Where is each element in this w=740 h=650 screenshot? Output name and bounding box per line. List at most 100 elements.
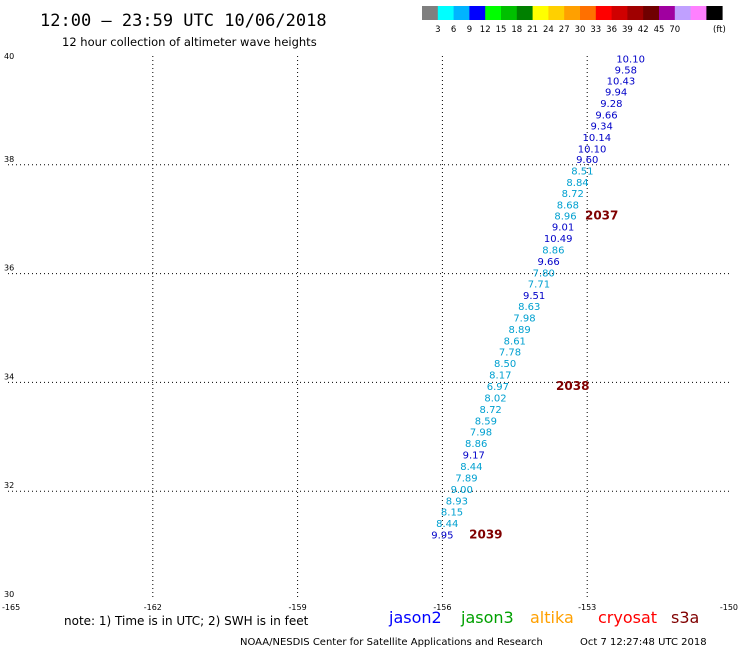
wave-height-value: 7.78 [499,348,521,359]
chart-subtitle: 12 hour collection of altimeter wave hei… [62,35,317,49]
wave-height-value: 8.96 [554,212,576,223]
wave-height-value: 8.86 [465,439,487,450]
wave-height-value: 9.00 [451,485,473,496]
wave-height-value: 9.17 [463,451,485,462]
pass-number-label: 2039 [469,528,502,542]
wave-height-value: 8.44 [436,519,458,530]
chart-title: 12:00 – 23:59 UTC 10/06/2018 [40,11,327,31]
colorbar-label: 3 [435,25,440,35]
colorbar: 3 6 9 12 15 18 21 24 27 30 33 36 39 42 45 70 [422,6,723,35]
colorbar-label: 30 [575,25,586,35]
wave-height-value: 9.95 [431,531,453,542]
wave-height-value: 10.49 [544,234,573,245]
colorbar-swatch [422,6,439,20]
footer-note: note: 1) Time is in UTC; 2) SWH is in fe… [64,614,309,628]
colorbar-swatch [548,6,565,20]
x-tick-label: -159 [289,603,307,612]
wave-height-value: 8.15 [441,508,463,519]
wave-height-value: 9.51 [523,291,545,302]
colorbar-label: 36 [606,25,617,35]
grid [8,56,732,600]
colorbar-label: 12 [480,25,491,35]
y-tick-label: 30 [4,590,14,599]
wave-height-value: 8.72 [562,189,584,200]
axis-ticks: -165 -162 -159 -156 -153 -150 30 32 34 36 38 40 [2,52,738,612]
wave-height-value: 6.97 [487,382,509,393]
pass-number-label: 2037 [585,209,618,223]
wave-height-value: 8.50 [494,359,516,370]
credit-source: NOAA/NESDIS Center for Satellite Applica… [240,637,543,648]
colorbar-label: 39 [622,25,633,35]
colorbar-swatch [453,6,470,20]
x-tick-label: -156 [433,603,451,612]
wave-height-value: 8.86 [542,245,564,256]
wave-height-value: 8.59 [475,416,497,427]
wave-height-value: 9.34 [591,121,613,132]
wave-height-value: 10.43 [607,76,636,87]
colorbar-swatch [674,6,691,20]
colorbar-label: 42 [638,25,649,35]
wave-height-value: 10.14 [583,133,612,144]
credit-timestamp: Oct 7 12:27:48 UTC 2018 [580,637,707,648]
wave-height-value: 7.71 [528,280,550,291]
pass-number-label: 2038 [556,379,589,393]
wave-height-value: 8.61 [504,336,526,347]
satellite-jason3: jason3 [460,608,514,627]
colorbar-swatch [659,6,676,20]
wave-height-value: 8.68 [557,200,579,211]
wave-height-value: 8.89 [508,325,530,336]
x-tick-label: -162 [144,603,162,612]
wave-height-value: 8.72 [480,405,502,416]
wave-height-value: 7.89 [455,473,477,484]
wave-height-value: 8.17 [489,371,511,382]
colorbar-label: 15 [496,25,507,35]
colorbar-swatch [532,6,549,20]
wave-height-value: 9.94 [605,88,627,99]
y-tick-label: 38 [4,155,14,164]
x-tick-label: -150 [720,603,738,612]
wave-height-value: 8.63 [518,302,540,313]
wave-height-value: 8.51 [571,167,593,178]
wave-height-value: 10.10 [578,144,607,155]
colorbar-swatch [516,6,533,20]
wave-height-value: 9.28 [600,99,622,110]
satellite-cryosat: cryosat [598,608,657,627]
wave-height-value: 8.02 [484,393,506,404]
colorbar-swatch [595,6,612,20]
wave-height-value: 8.84 [566,178,588,189]
wave-height-value: 7.98 [513,313,535,324]
colorbar-swatch [643,6,660,20]
colorbar-swatch [564,6,581,20]
colorbar-swatch [706,6,723,20]
wave-height-value: 10.10 [616,55,645,66]
x-tick-label: -153 [578,603,596,612]
wave-height-value: 9.60 [576,155,598,166]
colorbar-label: 45 [654,25,665,35]
wave-height-value: 7.98 [470,428,492,439]
colorbar-swatch [437,6,454,20]
colorbar-unit: (ft) [713,25,726,35]
colorbar-label: 9 [467,25,472,35]
colorbar-swatch [580,6,597,20]
wave-height-points: 10.109.5810.439.949.289.669.3410.1410.10… [431,55,645,542]
wave-height-value: 9.58 [615,65,637,76]
colorbar-swatch [611,6,628,20]
wave-height-value: 7.80 [533,268,555,279]
satellite-jason2: jason2 [388,608,442,627]
wave-height-value: 9.01 [552,223,574,234]
colorbar-label: 21 [527,25,538,35]
wave-height-value: 9.66 [537,257,559,268]
y-tick-label: 34 [4,372,14,381]
colorbar-label: 33 [590,25,601,35]
colorbar-label: 27 [559,25,570,35]
y-tick-label: 36 [4,264,14,273]
colorbar-label: 70 [669,25,680,35]
satellite-altika: altika [530,608,574,627]
satellite-s3a: s3a [671,608,699,627]
colorbar-swatch [501,6,518,20]
wave-height-value: 8.44 [460,462,482,473]
x-tick-label: -165 [2,603,20,612]
colorbar-swatch [469,6,486,20]
pass-labels: 2037 2038 2039 [469,209,618,542]
